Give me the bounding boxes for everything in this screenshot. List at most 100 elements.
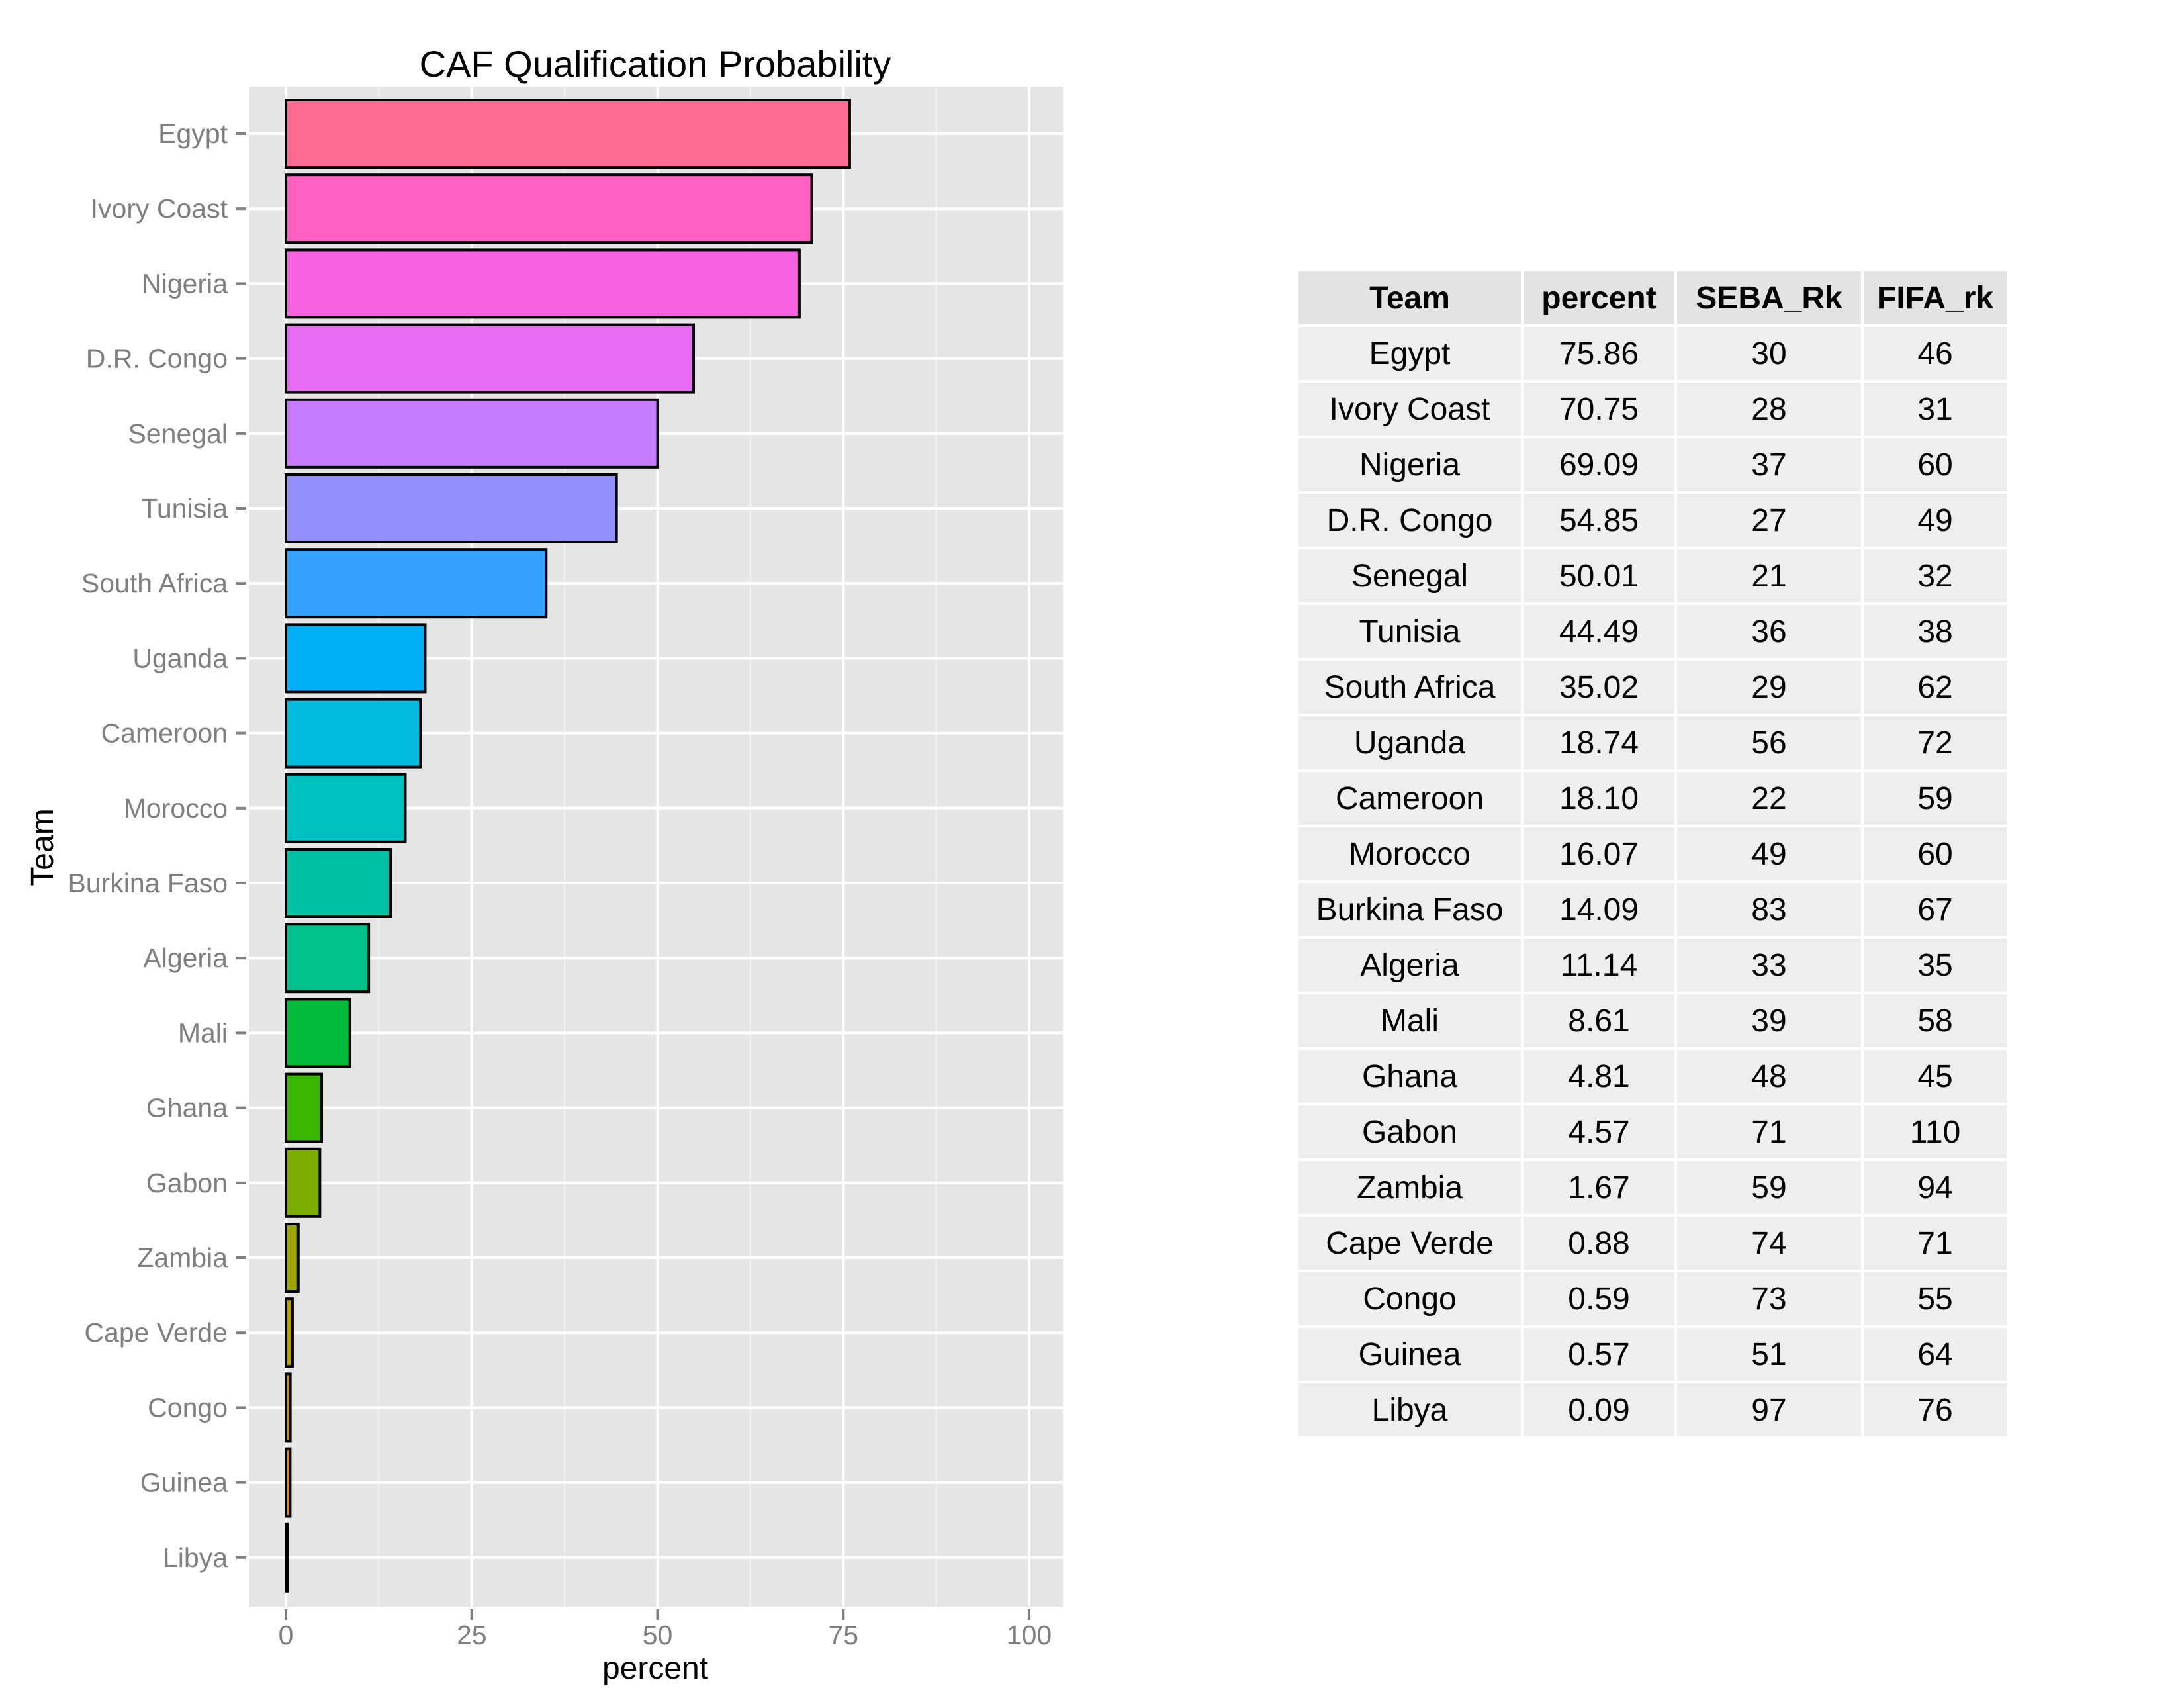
table-row: Libya 0.09 97 76 (1298, 1383, 2007, 1436)
bar (285, 1447, 292, 1518)
table-cell: 59 (1864, 772, 2007, 825)
bar (285, 1223, 300, 1293)
bar (285, 1297, 294, 1368)
table-cell: Ghana (1298, 1050, 1521, 1103)
table-header-row: Team percent SEBA_Rk FIFA_rk (1298, 271, 2007, 324)
y-tick-label: Ghana (146, 1093, 228, 1123)
table-header-cell: percent (1524, 271, 1674, 324)
table-cell: 32 (1864, 549, 2007, 602)
table-row: South Africa 35.02 29 62 (1298, 661, 2007, 714)
table-cell: 35 (1864, 939, 2007, 992)
table-cell: 35.02 (1524, 661, 1674, 714)
table-cell: 4.57 (1524, 1105, 1674, 1158)
table-cell: 73 (1677, 1272, 1861, 1325)
table-cell: Burkina Faso (1298, 883, 1521, 936)
table-cell: Congo (1298, 1272, 1521, 1325)
x-axis-ticks: 0 25 50 75 100 (279, 1609, 1052, 1650)
table-row: Nigeria 69.09 37 60 (1298, 438, 2007, 491)
table-header-cell: FIFA_rk (1864, 271, 2007, 324)
table-cell: 67 (1864, 883, 2007, 936)
bar (285, 623, 427, 694)
y-tick-label: Cape Verde (84, 1317, 228, 1348)
table-cell: Guinea (1298, 1328, 1521, 1381)
table-cell: 71 (1864, 1217, 2007, 1270)
bar (285, 248, 801, 319)
y-tick-label: Uganda (132, 643, 228, 673)
x-tick-label: 75 (828, 1620, 858, 1650)
table-row: Senegal 50.01 21 32 (1298, 549, 2007, 602)
y-tick-label: Morocco (124, 793, 228, 823)
data-table: Team percent SEBA_Rk FIFA_rk Egypt 75.86 30 46… (1296, 269, 2009, 1439)
table-row: Mali 8.61 39 58 (1298, 994, 2007, 1047)
table-cell: Senegal (1298, 549, 1521, 602)
chart-title: CAF Qualification Probability (420, 43, 891, 85)
bar (285, 323, 695, 394)
bar (285, 923, 371, 994)
table-cell: 83 (1677, 883, 1861, 936)
table-cell: 0.57 (1524, 1328, 1674, 1381)
y-tick-label: Zambia (137, 1243, 228, 1273)
x-tick-label: 25 (457, 1620, 487, 1650)
table-cell: Tunisia (1298, 605, 1521, 658)
table-cell: 21 (1677, 549, 1861, 602)
table-cell: 54.85 (1524, 494, 1674, 547)
table-row: Zambia 1.67 59 94 (1298, 1161, 2007, 1214)
table-cell: 72 (1864, 716, 2007, 769)
table-row: Congo 0.59 73 55 (1298, 1272, 2007, 1325)
bar (285, 1147, 322, 1218)
y-tick-label: Nigeria (142, 268, 228, 299)
table-cell: 94 (1864, 1161, 2007, 1214)
bar (285, 473, 618, 543)
table-cell: 69.09 (1524, 438, 1674, 491)
table-cell: Algeria (1298, 939, 1521, 992)
table-cell: Egypt (1298, 327, 1521, 380)
table-cell: 62 (1864, 661, 2007, 714)
table-cell: 0.59 (1524, 1272, 1674, 1325)
table-cell: Libya (1298, 1383, 1521, 1436)
table-row: Algeria 11.14 33 35 (1298, 939, 2007, 992)
table-cell: South Africa (1298, 661, 1521, 714)
table-cell: D.R. Congo (1298, 494, 1521, 547)
bar (285, 1072, 324, 1143)
table-row: Morocco 16.07 49 60 (1298, 827, 2007, 880)
table-cell: 11.14 (1524, 939, 1674, 992)
table-row: Tunisia 44.49 36 38 (1298, 605, 2007, 658)
table-cell: 46 (1864, 327, 2007, 380)
table-cell: 44.49 (1524, 605, 1674, 658)
table-row: Guinea 0.57 51 64 (1298, 1328, 2007, 1381)
table-cell: Morocco (1298, 827, 1521, 880)
bar (285, 773, 407, 843)
table-cell: 71 (1677, 1105, 1861, 1158)
table-cell: 38 (1864, 605, 2007, 658)
table-cell: 16.07 (1524, 827, 1674, 880)
y-axis-ticks: Egypt Ivory Coast Nigeria D.R. Congo Senegal… (68, 118, 246, 1573)
table-cell: 29 (1677, 661, 1861, 714)
y-tick-label: Libya (163, 1542, 228, 1573)
table-cell: 56 (1677, 716, 1861, 769)
y-axis-title: Team (25, 808, 60, 886)
y-tick-label: Egypt (158, 118, 228, 149)
table-cell: 36 (1677, 605, 1861, 658)
table-cell: 39 (1677, 994, 1861, 1047)
table-cell: 59 (1677, 1161, 1861, 1214)
table-body: Egypt 75.86 30 46 Ivory Coast 70.75 28 31 Nigeri… (1298, 327, 2007, 1436)
y-tick-label: Gabon (146, 1168, 228, 1198)
table-cell: 0.09 (1524, 1383, 1674, 1436)
y-tick-label: Cameroon (101, 718, 228, 749)
table-cell: 64 (1864, 1328, 2007, 1381)
x-tick-label: 50 (643, 1620, 673, 1650)
table-cell: 50.01 (1524, 549, 1674, 602)
table-cell: 31 (1864, 383, 2007, 436)
table-row: Cameroon 18.10 22 59 (1298, 772, 2007, 825)
y-tick-label: Congo (148, 1392, 228, 1423)
bar (285, 1372, 292, 1443)
table-cell: 60 (1864, 438, 2007, 491)
table-row: Burkina Faso 14.09 83 67 (1298, 883, 2007, 936)
table-cell: 37 (1677, 438, 1861, 491)
table-cell: 74 (1677, 1217, 1861, 1270)
table-cell: Uganda (1298, 716, 1521, 769)
table-row: Egypt 75.86 30 46 (1298, 327, 2007, 380)
table-row: D.R. Congo 54.85 27 49 (1298, 494, 2007, 547)
table-cell: 58 (1864, 994, 2007, 1047)
